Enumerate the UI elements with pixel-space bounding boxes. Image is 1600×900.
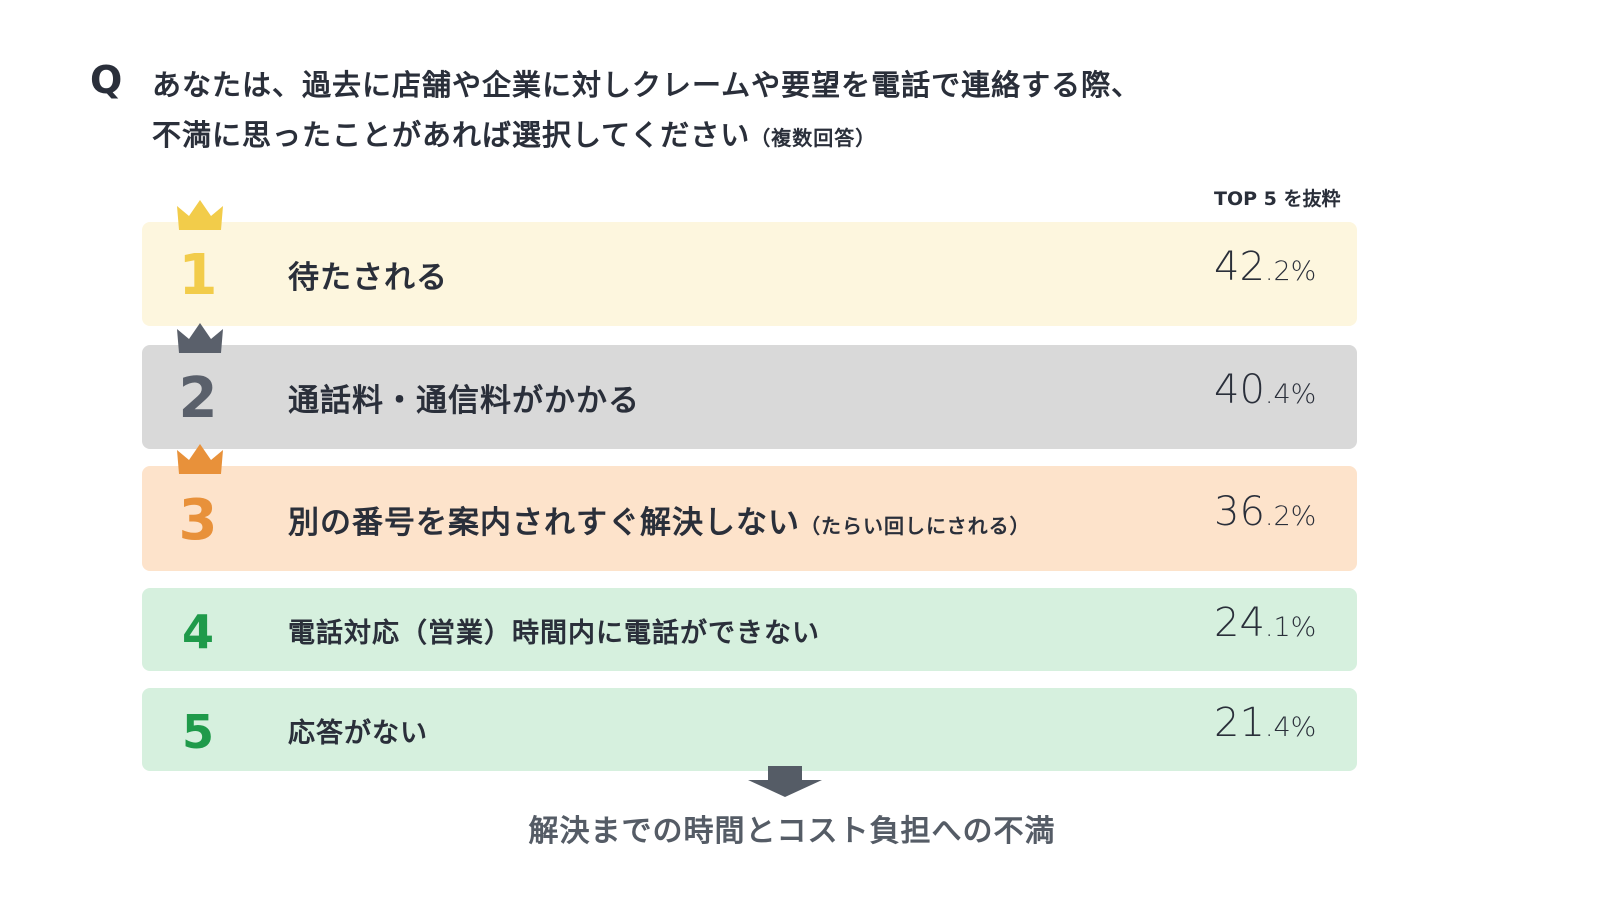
- answer-subtext: （たらい回しにされる）: [800, 513, 1031, 538]
- percentage-integer: 21: [1214, 699, 1265, 746]
- percentage-unit: %: [1290, 256, 1317, 287]
- percentage-decimal: .4: [1264, 379, 1291, 410]
- rank-number: 3: [178, 487, 218, 553]
- percentage: 21.4%: [1214, 700, 1316, 746]
- question-line-1: あなたは、過去に店舗や企業に対しクレームや要望を電話で連絡する際、: [152, 68, 1142, 102]
- crown-icon: [177, 200, 223, 230]
- crown-icon: [177, 323, 223, 353]
- question-line-2: 不満に思ったことがあれば選択してください: [152, 118, 751, 152]
- answer-text: 応答がない: [288, 717, 428, 749]
- percentage-integer: 24: [1214, 599, 1265, 646]
- question-note: （複数回答）: [750, 126, 877, 150]
- answer-label: 別の番号を案内されすぐ解決しない（たらい回しにされる）: [288, 497, 1031, 542]
- ranking-row: 4 電話対応（営業）時間内に電話ができない 24.1%: [142, 588, 1357, 671]
- crown-icon: [177, 444, 223, 474]
- rank-number: 2: [178, 366, 218, 432]
- percentage-integer: 42: [1214, 244, 1265, 290]
- percentage-decimal: .2: [1264, 256, 1291, 287]
- percentage: 40.4%: [1214, 367, 1316, 413]
- ranking-row: 2 通話料・通信料がかかる 40.4%: [142, 345, 1357, 449]
- ranking-row: 3 別の番号を案内されすぐ解決しない（たらい回しにされる） 36.2%: [142, 466, 1357, 571]
- answer-text: 別の番号を案内されすぐ解決しない: [288, 504, 800, 541]
- top5-label: TOP 5 を抜粋: [1214, 188, 1341, 210]
- percentage: 36.2%: [1214, 489, 1316, 535]
- rank-number: 1: [178, 243, 218, 309]
- ranking-row: 5 応答がない 21.4%: [142, 688, 1357, 771]
- answer-label: 待たされる: [288, 252, 448, 297]
- percentage-decimal: .4: [1264, 711, 1291, 743]
- percentage-integer: 36: [1214, 488, 1265, 535]
- arrow-down-icon: [748, 766, 822, 797]
- answer-label: 応答がない: [288, 711, 428, 750]
- percentage-unit: %: [1290, 711, 1317, 743]
- question-marker: Q: [90, 58, 123, 102]
- answer-label: 電話対応（営業）時間内に電話ができない: [288, 611, 820, 650]
- percentage-decimal: .1: [1264, 611, 1291, 643]
- percentage-unit: %: [1290, 379, 1317, 410]
- answer-label: 通話料・通信料がかかる: [288, 375, 640, 420]
- ranking-row: 1 待たされる 42.2%: [142, 222, 1357, 326]
- percentage: 42.2%: [1214, 244, 1316, 290]
- question-title: あなたは、過去に店舗や企業に対しクレームや要望を電話で連絡する際、 不満に思った…: [152, 60, 1141, 163]
- rank-number: 5: [181, 704, 214, 759]
- rank-number: 4: [181, 604, 214, 659]
- percentage: 24.1%: [1214, 600, 1316, 646]
- answer-text: 電話対応（営業）時間内に電話ができない: [288, 617, 820, 649]
- summary-text: 解決までの時間とコスト負担への不満: [528, 814, 1056, 849]
- answer-text: 通話料・通信料がかかる: [288, 383, 640, 420]
- answer-text: 待たされる: [288, 260, 448, 297]
- percentage-integer: 40: [1214, 367, 1265, 413]
- percentage-unit: %: [1290, 500, 1317, 532]
- question-line-2-wrap: 不満に思ったことがあれば選択してください（複数回答）: [152, 110, 1141, 163]
- percentage-decimal: .2: [1264, 500, 1291, 532]
- percentage-unit: %: [1290, 611, 1317, 643]
